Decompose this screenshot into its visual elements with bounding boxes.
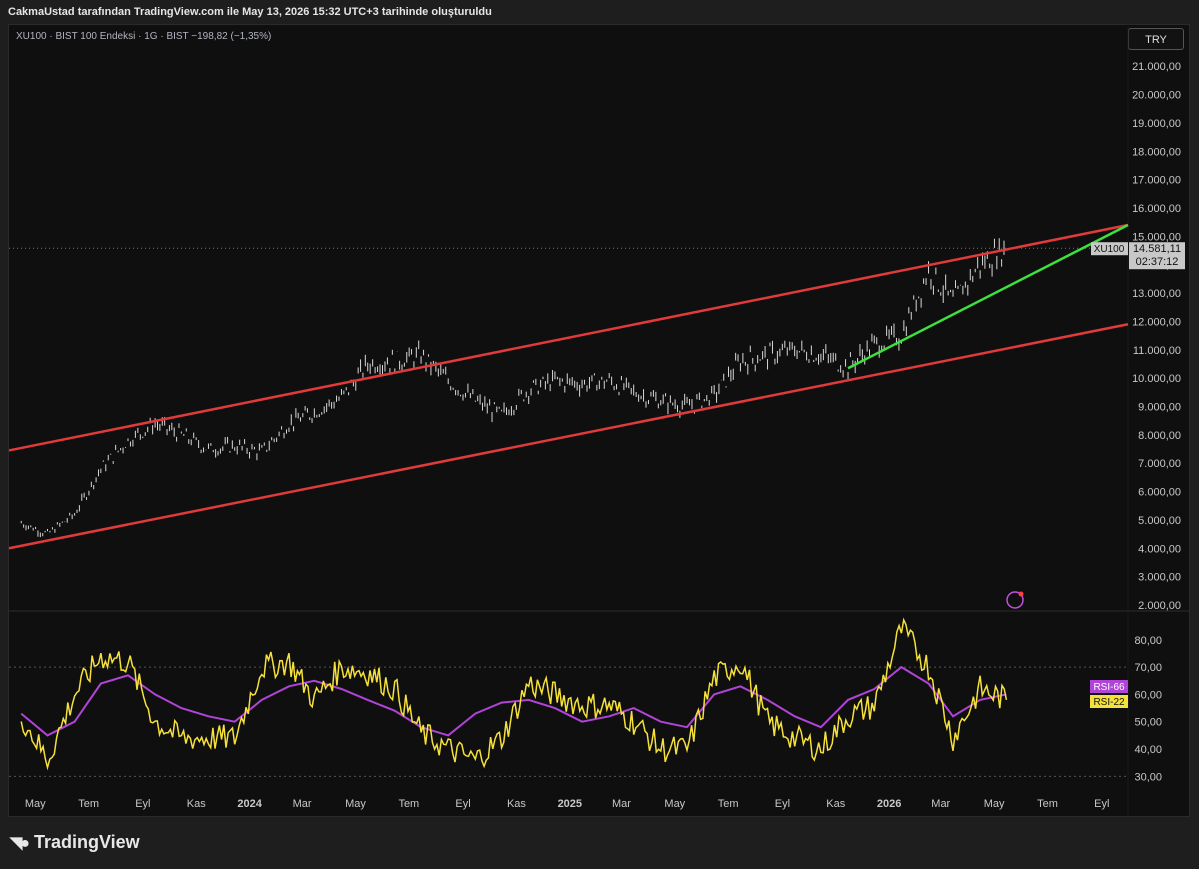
price-tick-label: 18.000,00 xyxy=(1132,146,1181,158)
rsi-22-line xyxy=(20,617,1008,771)
price-tick-label: 11.000,00 xyxy=(1133,345,1181,357)
price-tick-label: 8.000,00 xyxy=(1138,430,1181,442)
time-tick-label: May xyxy=(664,798,685,810)
rsi-tick-label: 80,00 xyxy=(1134,635,1162,647)
time-tick-label: Eyl xyxy=(455,798,470,810)
upper-channel-line xyxy=(8,223,1129,452)
time-tick-label: May xyxy=(984,798,1005,810)
time-tick-label: Eyl xyxy=(775,798,790,810)
time-tick-label: Mar xyxy=(612,798,631,810)
time-tick-label: Kas xyxy=(826,798,845,810)
price-tick-label: 13.000,00 xyxy=(1132,288,1181,300)
price-tick-label: 3.000,00 xyxy=(1138,572,1181,584)
flash-icon xyxy=(1006,591,1024,609)
time-tick-label: Kas xyxy=(507,798,526,810)
time-tick-label: Tem xyxy=(78,798,99,810)
time-tick-label: May xyxy=(25,798,46,810)
time-tick-label: Tem xyxy=(718,798,739,810)
tradingview-mark-icon: ◥● xyxy=(10,834,30,852)
rsi-tick-label: 40,00 xyxy=(1134,744,1162,756)
price-tick-label: 4.000,00 xyxy=(1138,543,1181,555)
bar-countdown: 02:37:12 xyxy=(1136,256,1179,268)
time-tick-label: Eyl xyxy=(135,798,150,810)
last-price-value: 14.581,11 xyxy=(1133,243,1181,255)
price-tick-label: 21.000,00 xyxy=(1132,61,1181,73)
lower-channel-line xyxy=(8,323,1129,550)
price-tick-label: 16.000,00 xyxy=(1132,203,1181,215)
time-tick-label: Tem xyxy=(398,798,419,810)
chart-frame[interactable] xyxy=(8,24,1190,817)
brand-name: TradingView xyxy=(33,832,140,852)
price-tick-label: 20.000,00 xyxy=(1132,90,1181,102)
flash-dot xyxy=(1018,591,1024,597)
price-tick-label: 19.000,00 xyxy=(1132,118,1181,130)
symbol-legend: XU100 · BIST 100 Endeksi · 1G · BIST −19… xyxy=(16,31,271,42)
rsi-series-label: RSI-66 xyxy=(1093,682,1125,693)
grid-layer xyxy=(9,24,1190,816)
price-tick-label: 5.000,00 xyxy=(1138,515,1181,527)
rsi-tick-label: 70,00 xyxy=(1134,662,1162,674)
rsi-series-label: RSI-22 xyxy=(1093,697,1125,708)
tradingview-logo[interactable]: ◥● TradingView xyxy=(10,832,140,853)
time-tick-label: 2026 xyxy=(877,798,901,810)
axis-labels: 21.000,00 20.000,00 19.000,00 18.000,00 17.0… xyxy=(25,61,1185,810)
rsi-66-line xyxy=(20,665,1007,737)
currency-button[interactable]: TRY xyxy=(1128,28,1184,50)
trend-lines xyxy=(8,223,1129,609)
time-tick-label: May xyxy=(345,798,366,810)
price-tick-label: 10.000,00 xyxy=(1132,373,1181,385)
price-tick-label: 12.000,00 xyxy=(1132,316,1181,328)
price-tick-label: 15.000,00 xyxy=(1132,231,1181,243)
rsi-tick-label: 50,00 xyxy=(1134,717,1162,729)
symbol-tag-label: XU100 xyxy=(1094,244,1125,255)
price-tick-label: 17.000,00 xyxy=(1132,175,1181,187)
time-tick-label: Tem xyxy=(1037,798,1058,810)
rsi-value-tag xyxy=(1090,680,1128,693)
price-tick-label: 7.000,00 xyxy=(1138,458,1181,470)
chart-attribution: CakmaUstad tarafından TradingView.com il… xyxy=(8,6,492,18)
price-bars xyxy=(20,238,1005,538)
rsi-tick-label: 60,00 xyxy=(1134,689,1162,701)
price-tick-label: 6.000,00 xyxy=(1138,487,1181,499)
time-tick-label: 2025 xyxy=(558,798,582,810)
time-tick-label: Eyl xyxy=(1094,798,1109,810)
time-tick-label: Mar xyxy=(293,798,312,810)
last-price-tag xyxy=(1129,242,1185,270)
time-tick-label: 2024 xyxy=(237,798,262,810)
symbol-label: XU100 · BIST 100 Endeksi · 1G · BIST xyxy=(16,31,189,42)
support-trend-line xyxy=(847,223,1129,370)
price-tick-label: 9.000,00 xyxy=(1138,401,1181,413)
rsi-value-tag xyxy=(1090,695,1128,708)
time-tick-label: Mar xyxy=(931,798,950,810)
symbol-price-tag xyxy=(1091,242,1128,256)
price-tick-label: 2.000,00 xyxy=(1138,600,1181,612)
time-tick-label: Kas xyxy=(187,798,206,810)
price-change: −198,82 (−1,35%) xyxy=(191,31,272,42)
rsi-tick-label: 30,00 xyxy=(1134,771,1162,783)
rsi-pane xyxy=(20,617,1008,771)
